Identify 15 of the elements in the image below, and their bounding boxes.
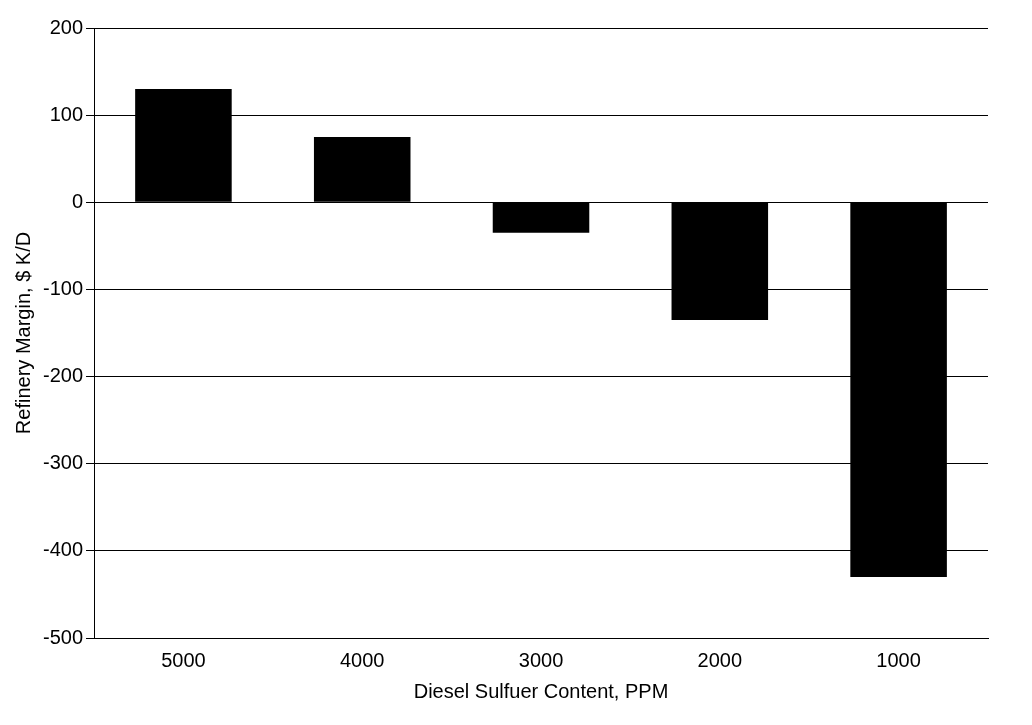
y-tick-label: 200 xyxy=(49,15,84,38)
y-tick-label: -100 xyxy=(43,276,84,299)
x-tick-label: 1000 xyxy=(876,648,921,671)
y-tick-label: -400 xyxy=(43,538,84,561)
x-tick-label: 4000 xyxy=(339,648,385,671)
y-tick-label: 100 xyxy=(49,102,84,125)
y-axis-title: Refinery Margin, $ K/D xyxy=(11,231,34,435)
x-tick-label: 3000 xyxy=(518,648,564,671)
x-tick-label: 5000 xyxy=(161,648,206,671)
x-axis-title: Diesel Sulfuer Content, PPM xyxy=(413,679,669,702)
y-tick-label: -500 xyxy=(43,625,84,648)
y-tick-label: 0 xyxy=(71,189,84,212)
y-tick-label: -300 xyxy=(43,451,84,474)
y-tick-label: -200 xyxy=(43,364,84,387)
x-tick-label: 2000 xyxy=(697,648,743,671)
